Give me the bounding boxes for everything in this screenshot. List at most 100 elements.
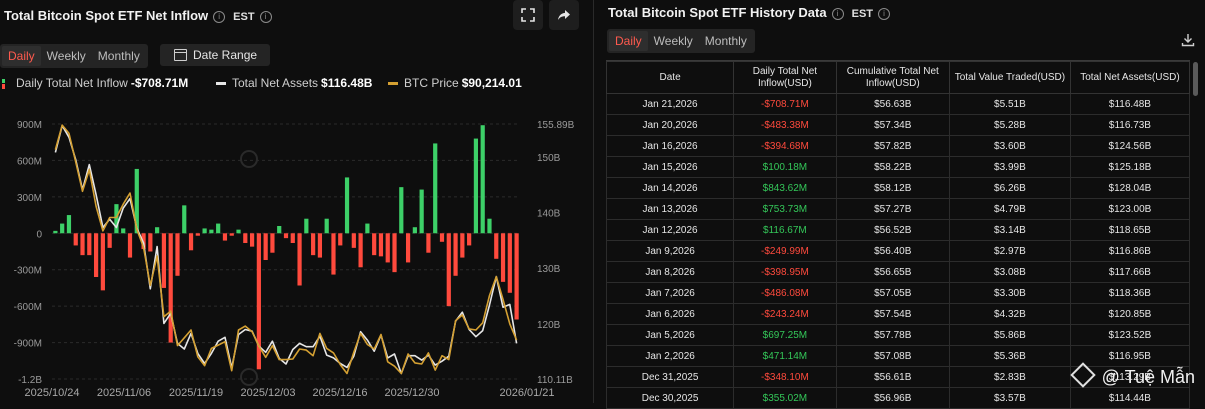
brand-logo-mark [240,150,258,168]
table-cell: Jan 21,2026 [605,93,735,115]
tab-weekly[interactable]: Weekly [46,49,86,63]
chart-bar [87,233,92,256]
table-cell: $118.36B [1069,282,1191,304]
table-cell: $118.65B [1069,219,1191,241]
chart-bar [358,233,363,268]
chart-bar [168,233,173,343]
chart-bar [80,233,85,256]
share-button[interactable] [549,0,579,30]
chart-bar [514,233,519,320]
table-cell: $4.79B [948,198,1071,220]
column-header[interactable]: Total Value Traded(USD) [948,61,1071,94]
table-row[interactable]: Jan 12,2026 $116.67M $56.52B $3.14B $118.65B [605,219,1191,241]
chart-bar [188,233,194,251]
tab-monthly[interactable]: Monthly [704,34,747,48]
table-row[interactable]: Jan 8,2026 -$398.95M $56.65B $3.08B $117.66B [605,261,1191,283]
table-cell: $3.08B [948,261,1071,283]
table-row[interactable]: Jan 13,2026 $753.73M $57.27B $4.79B $123.00B [605,198,1191,220]
table-cell: $128.04B [1069,177,1191,199]
table-row[interactable]: Jan 20,2026 -$483.38M $57.34B $5.28B $116.73… [605,114,1191,136]
table-row[interactable]: Jan 15,2026 $100.18M $58.22B $3.99B $125.18B [605,156,1191,178]
table-scrollbar[interactable] [1193,62,1198,96]
column-header[interactable]: Date [605,61,735,94]
table-row[interactable]: Jan 7,2026 -$486.08M $57.05B $3.30B $118.36B [605,282,1191,304]
chart-bar [399,187,404,234]
y-right-tick-label: 155.89B [537,120,575,131]
table-cell: $120.85B [1069,303,1191,325]
tab-weekly[interactable]: Weekly [653,34,693,48]
x-tick-label: 2025/10/24 [24,387,79,399]
expand-button[interactable] [513,0,543,30]
info-icon[interactable]: i [259,10,272,23]
chart-bar [290,233,295,243]
chart-bar [473,138,479,234]
table-cell: -$398.95M [733,261,837,283]
tab-daily[interactable]: Daily [609,31,648,51]
chart-bar [351,233,356,248]
column-header[interactable]: Total Net Assets(USD) [1069,61,1191,94]
chart-bar [175,233,180,276]
legend-price[interactable]: BTC Price $90,214.01 [388,76,522,90]
info-icon[interactable]: i [878,7,891,20]
chart-bar [134,168,139,234]
legend-assets[interactable]: Total Net Assets $116.48B [216,76,372,90]
table-cell: $114.44B [1069,387,1191,409]
btc-price-line [54,124,518,375]
table-row[interactable]: Jan 6,2026 -$243.24M $57.54B $4.32B $120.85B [605,303,1191,325]
table-cell: Jan 20,2026 [605,114,735,136]
chart-bar [338,233,343,246]
date-range-button[interactable]: Date Range [160,44,270,66]
chart-bar [480,125,485,234]
table-row[interactable]: Dec 30,2025 $355.02M $56.96B $3.57B $114.44B [605,387,1191,409]
chart-bar [426,233,431,253]
table-cell: Jan 14,2026 [605,177,735,199]
chart-bar [365,223,370,234]
table-cell: $123.00B [1069,198,1191,220]
column-header[interactable]: Daily Total Net Inflow(USD) [733,61,837,94]
chart-bar [277,226,282,234]
y-left-tick-label: -900M [14,339,42,350]
y-right-tick-label: 140B [537,209,561,220]
table-row[interactable]: Jan 9,2026 -$249.99M $56.40B $2.97B $116.86B [605,240,1191,262]
table-row[interactable]: Jan 14,2026 $843.62M $58.12B $6.26B $128.04B [605,177,1191,199]
table-cell: $125.18B [1069,156,1191,178]
table-cell: $56.96B [835,387,950,409]
table-row[interactable]: Jan 16,2026 -$394.68M $57.82B $3.60B $124.56… [605,135,1191,157]
table-row[interactable]: Jan 21,2026 -$708.71M $56.63B $5.51B $116.48… [605,93,1191,115]
table-cell: $116.95B [1069,345,1191,367]
x-tick-label: 2025/12/03 [240,387,295,399]
timezone-label: EST [233,11,255,23]
download-icon[interactable] [1181,33,1195,47]
table-cell: $5.28B [948,114,1071,136]
legend-inflow[interactable]: Daily Total Net Inflow -$708.71M [2,76,188,90]
table-cell: -$249.99M [733,240,837,262]
table-row[interactable]: Dec 31,2025 -$348.10M $56.61B $2.83B $113.29… [605,366,1191,388]
chart-bar [317,233,323,258]
table-cell: $117.66B [1069,261,1191,283]
table-cell: $123.52B [1069,324,1191,346]
table-cell: $2.83B [948,366,1071,388]
chart-bar [263,233,268,260]
chart-bar [311,233,316,256]
tab-monthly[interactable]: Monthly [97,49,140,63]
bar-legend-icon [2,78,5,89]
line-legend-icon [388,81,398,85]
table-cell: Jan 2,2026 [605,345,735,367]
share-arrow-icon [558,10,570,20]
info-icon[interactable]: i [213,10,226,23]
chart-bar [405,233,411,263]
table-cell: Jan 12,2026 [605,219,735,241]
table-cell: $56.40B [835,240,950,262]
table-row[interactable]: Jan 5,2026 $697.25M $57.78B $5.86B $123.52B [605,324,1191,346]
table-cell: Jan 9,2026 [605,240,735,262]
x-tick-label: 2025/11/06 [97,387,151,399]
chart-bar [107,233,112,248]
info-icon[interactable]: i [831,7,844,20]
tab-daily[interactable]: Daily [2,46,41,66]
table-cell: $3.14B [948,219,1071,241]
y-right-tick-label: 110.11B [537,375,573,386]
table-row[interactable]: Jan 2,2026 $471.14M $57.08B $5.36B $116.95B [605,345,1191,367]
calendar-icon [174,49,187,61]
column-header[interactable]: Cumulative Total Net Inflow(USD) [835,61,950,94]
chart-bar [507,233,512,293]
